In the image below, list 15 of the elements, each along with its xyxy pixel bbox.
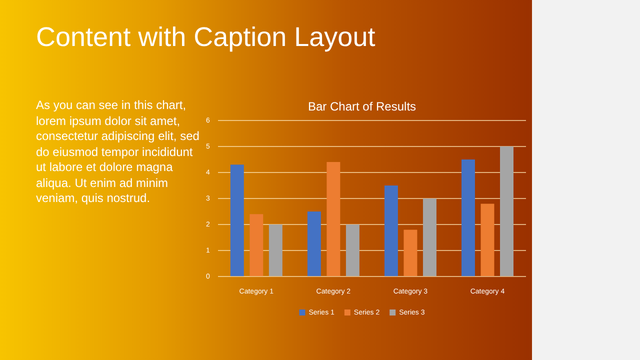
bar (422, 198, 436, 276)
bar (480, 204, 494, 276)
bar (326, 162, 340, 276)
bar (404, 230, 418, 276)
bar (230, 164, 244, 276)
chart-title: Bar Chart of Results (308, 100, 416, 114)
bar (307, 212, 321, 276)
bar (384, 185, 398, 276)
bar (268, 224, 282, 276)
bar (500, 146, 514, 276)
text: As you can see in this chart, lorem ipsum dolor sit amet, consectetur adipiscing elit, sed do eiusmod tempor incididunt ut labore et dolore magna aliqua. Ut enim ad minim veniam, quis nostrud. (36, 98, 200, 206)
bar (250, 214, 264, 276)
bar (346, 224, 360, 276)
text: Content with Caption Layout (36, 22, 376, 53)
bar (461, 159, 475, 276)
